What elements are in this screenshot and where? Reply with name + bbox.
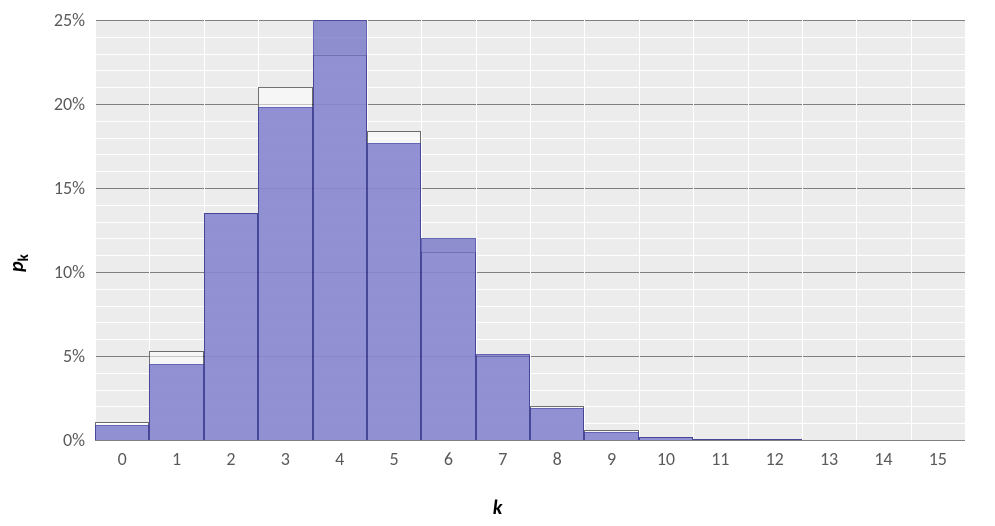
plot-area: 0%5%10%15%20%25%0123456789101112131415 [95, 20, 965, 440]
bar-group [693, 20, 747, 440]
bar-group [313, 20, 367, 440]
bar-front [584, 432, 638, 440]
x-tick-label: 4 [335, 440, 344, 470]
x-tick-label: 13 [820, 440, 838, 470]
bar-group [204, 20, 258, 440]
bar-group [258, 20, 312, 440]
x-tick-label: 1 [172, 440, 181, 470]
bar-front [258, 107, 312, 440]
x-tick-label: 0 [118, 440, 127, 470]
bar-front [204, 213, 258, 440]
y-tick-label: 15% [54, 177, 95, 199]
x-tick-label: 7 [498, 440, 507, 470]
bar-group [367, 20, 421, 440]
x-tick-label: 10 [657, 440, 675, 470]
gridline-vertical [965, 20, 966, 440]
x-axis-label: k [493, 496, 503, 520]
bar-front [313, 20, 367, 440]
y-axis-label: pk [5, 254, 33, 272]
bar-group [584, 20, 638, 440]
bar-group [748, 20, 802, 440]
x-tick-label: 5 [390, 440, 399, 470]
x-tick-label: 12 [766, 440, 784, 470]
bar-group [530, 20, 584, 440]
x-tick-label: 2 [226, 440, 235, 470]
bar-group [149, 20, 203, 440]
y-tick-label: 20% [54, 93, 95, 115]
chart-container: pk k 0%5%10%15%20%25%0123456789101112131… [0, 0, 995, 526]
y-tick-label: 25% [54, 9, 95, 31]
x-tick-label: 9 [607, 440, 616, 470]
bar-group [911, 20, 965, 440]
bar-group [639, 20, 693, 440]
y-axis-label-main: p [5, 261, 29, 272]
bar-front [95, 425, 149, 440]
bar-group [476, 20, 530, 440]
y-tick-label: 5% [63, 345, 95, 367]
bar-group [856, 20, 910, 440]
bars-layer [95, 20, 965, 440]
x-tick-label: 11 [711, 440, 729, 470]
bar-front [421, 238, 475, 440]
bar-front [476, 354, 530, 440]
x-tick-label: 15 [929, 440, 947, 470]
x-tick-label: 3 [281, 440, 290, 470]
y-tick-label: 0% [63, 429, 95, 451]
bar-group [95, 20, 149, 440]
bar-front [530, 408, 584, 440]
x-axis-line [95, 440, 965, 441]
x-tick-label: 6 [444, 440, 453, 470]
y-axis-label-sub: k [15, 254, 33, 261]
bar-front [367, 143, 421, 440]
bar-front [149, 364, 203, 440]
y-tick-label: 10% [54, 261, 95, 283]
x-tick-label: 8 [553, 440, 562, 470]
x-tick-label: 14 [874, 440, 892, 470]
bar-group [421, 20, 475, 440]
bar-group [802, 20, 856, 440]
